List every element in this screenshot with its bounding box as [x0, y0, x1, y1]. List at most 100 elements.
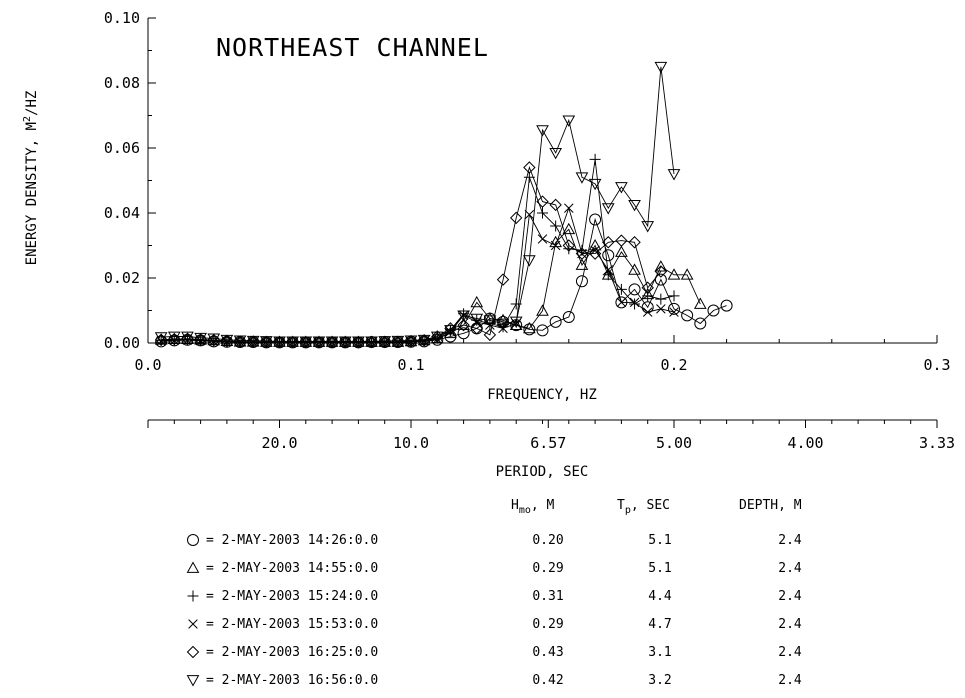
point-triangle-down: [325, 336, 339, 348]
point-triangle-up: [680, 268, 694, 280]
point-diamond: [457, 318, 470, 332]
point-triangle-up: [693, 297, 707, 309]
row-tp: 4.4: [648, 589, 672, 604]
series-line-circle: [161, 217, 727, 343]
point-diamond: [523, 161, 536, 174]
row-hmo: 0.29: [532, 561, 563, 576]
legend-symbol-x: [188, 619, 198, 629]
point-triangle-down: [523, 255, 536, 267]
row-hmo: 0.20: [532, 533, 563, 548]
point-triangle-up: [457, 318, 470, 331]
row-depth: 2.4: [778, 533, 802, 548]
point-triangle-down: [549, 147, 562, 160]
point-x: [616, 297, 627, 308]
point-x: [629, 297, 640, 308]
y-tick-label: 0.04: [104, 204, 140, 222]
row-tp: 5.1: [648, 561, 671, 576]
row-depth: 2.4: [778, 561, 802, 576]
point-circle: [628, 283, 641, 296]
point-diamond: [536, 195, 549, 208]
point-diamond: [562, 239, 576, 252]
row-tp: 3.2: [648, 673, 671, 688]
point-diamond: [654, 265, 668, 278]
point-triangle-down: [194, 332, 207, 345]
point-triangle-up: [654, 260, 668, 272]
point-circle: [602, 249, 615, 262]
point-triangle-up: [536, 304, 549, 316]
point-triangle-down: [391, 335, 405, 348]
point-triangle-down: [417, 334, 431, 347]
point-x: [603, 265, 614, 275]
point-triangle-up: [562, 222, 576, 235]
point-triangle-down: [181, 331, 194, 344]
legend-label: = 2-MAY-2003 14:55:0.0: [206, 561, 378, 576]
y-axis-label: ENERGY DENSITY, M2/HZ: [22, 91, 40, 266]
point-triangle-down: [628, 199, 641, 212]
header-tp: Tp, SEC: [617, 498, 670, 516]
point-triangle-down: [562, 115, 576, 127]
point-plus: [615, 283, 627, 295]
point-triangle-down: [365, 336, 378, 348]
point-circle: [536, 324, 549, 337]
point-plus: [655, 293, 667, 305]
point-triangle-up: [628, 263, 641, 275]
point-triangle-down: [444, 325, 457, 337]
y-tick-label: 0.06: [104, 139, 140, 157]
point-circle: [707, 304, 720, 317]
row-depth: 2.4: [778, 673, 802, 688]
point-triangle-down: [233, 335, 247, 347]
legend-label: = 2-MAY-2003 15:24:0.0: [206, 589, 378, 604]
point-triangle-down: [496, 318, 510, 331]
point-triangle-down: [667, 169, 681, 181]
point-x: [642, 307, 653, 317]
point-x: [524, 209, 535, 220]
series-line-diamond: [161, 166, 662, 343]
point-circle: [549, 315, 562, 328]
point-plus: [589, 153, 601, 165]
point-circle: [694, 317, 707, 330]
y-tick-label: 0.00: [104, 334, 140, 352]
header-hmo: Hmo, M: [511, 498, 555, 516]
point-circle: [654, 273, 667, 286]
point-triangle-down: [220, 334, 234, 347]
point-diamond: [496, 273, 510, 286]
point-triangle-down: [404, 335, 418, 347]
point-triangle-down: [575, 172, 589, 184]
point-triangle-up: [575, 258, 589, 270]
point-plus: [484, 318, 496, 329]
point-triangle-down: [509, 316, 523, 329]
x-tick-label: 0.0: [134, 356, 161, 374]
row-hmo: 0.31: [532, 589, 563, 604]
x-tick-label: 0.3: [923, 356, 950, 374]
point-diamond: [615, 234, 628, 247]
point-diamond: [154, 333, 168, 346]
point-plus: [642, 290, 654, 302]
point-diamond: [602, 236, 615, 249]
period-tick-label: 10.0: [393, 434, 429, 452]
point-x: [511, 318, 521, 329]
point-diamond: [549, 198, 562, 212]
point-diamond: [483, 328, 497, 342]
point-x: [669, 307, 679, 317]
legend-label: = 2-MAY-2003 16:25:0.0: [206, 645, 378, 660]
point-triangle-down: [483, 315, 497, 327]
point-diamond: [470, 322, 483, 335]
legend-label: = 2-MAY-2003 16:56:0.0: [206, 673, 378, 688]
point-triangle-down: [536, 125, 549, 137]
point-plus: [550, 220, 562, 232]
row-depth: 2.4: [778, 645, 802, 660]
legend-symbol-diamond: [186, 645, 200, 659]
point-triangle-down: [167, 331, 181, 344]
period-tick-label: 3.33: [919, 434, 955, 452]
point-plus: [602, 269, 614, 281]
row-hmo: 0.29: [532, 617, 563, 632]
point-plus: [668, 290, 680, 302]
point-triangle-down: [207, 333, 221, 345]
row-tp: 3.1: [648, 645, 671, 660]
point-triangle-down: [299, 336, 313, 348]
point-circle: [575, 275, 588, 288]
point-triangle-down: [312, 336, 326, 348]
period-tick-label: 6.57: [530, 434, 566, 452]
point-triangle-up: [523, 321, 536, 334]
